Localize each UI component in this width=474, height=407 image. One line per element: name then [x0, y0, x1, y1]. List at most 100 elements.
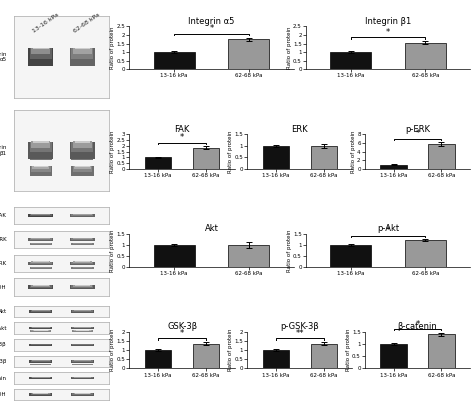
Bar: [31, 240, 50, 241]
Bar: [72, 214, 93, 216]
Text: Integrin
α5: Integrin α5: [0, 52, 7, 62]
Bar: [310, 146, 337, 169]
Text: *: *: [415, 319, 419, 329]
Bar: [73, 377, 91, 378]
Y-axis label: Ratio of protein: Ratio of protein: [110, 26, 115, 69]
Bar: [32, 345, 50, 346]
Bar: [70, 51, 95, 66]
Bar: [31, 142, 50, 148]
Bar: [73, 240, 92, 241]
Bar: [74, 244, 91, 245]
Bar: [310, 344, 337, 368]
Bar: [70, 214, 95, 217]
Bar: [30, 344, 51, 345]
Bar: [29, 377, 53, 379]
Bar: [72, 330, 93, 332]
Bar: [71, 243, 94, 244]
Bar: [72, 330, 93, 332]
Bar: [263, 350, 289, 368]
Text: GSK-3β: GSK-3β: [0, 342, 7, 347]
Bar: [31, 60, 50, 66]
Bar: [31, 261, 50, 263]
Bar: [428, 334, 455, 368]
Bar: [30, 215, 52, 217]
Bar: [73, 154, 92, 160]
Bar: [72, 364, 93, 365]
Bar: [71, 377, 94, 379]
Bar: [74, 173, 91, 176]
Bar: [30, 149, 52, 160]
Bar: [75, 175, 90, 176]
Title: ERK: ERK: [292, 125, 308, 133]
Bar: [74, 330, 91, 331]
Bar: [405, 240, 446, 267]
Bar: [73, 267, 92, 268]
Bar: [32, 377, 50, 378]
Bar: [32, 328, 50, 329]
Bar: [72, 361, 93, 363]
Bar: [32, 310, 50, 311]
Bar: [70, 238, 95, 241]
Bar: [74, 268, 91, 269]
Bar: [29, 311, 53, 313]
Text: p-ERK: p-ERK: [0, 261, 7, 266]
Bar: [72, 394, 93, 396]
Bar: [30, 330, 52, 332]
Bar: [32, 244, 49, 245]
Bar: [72, 215, 93, 217]
Bar: [330, 245, 371, 267]
Bar: [29, 360, 53, 362]
Bar: [145, 350, 171, 368]
Text: p-Akt: p-Akt: [0, 326, 7, 330]
Bar: [28, 51, 53, 66]
Bar: [31, 216, 50, 217]
Bar: [70, 262, 95, 265]
Bar: [30, 345, 51, 346]
Bar: [30, 55, 52, 66]
Bar: [228, 245, 269, 267]
Bar: [74, 48, 91, 49]
Bar: [74, 331, 91, 332]
Text: 62-68 kPa: 62-68 kPa: [73, 12, 101, 34]
Bar: [33, 65, 49, 66]
Bar: [73, 288, 92, 289]
Bar: [30, 214, 52, 216]
Bar: [72, 394, 93, 395]
Bar: [29, 344, 53, 346]
Bar: [73, 310, 91, 311]
Bar: [72, 377, 93, 378]
Bar: [72, 238, 93, 240]
Bar: [29, 166, 52, 175]
Bar: [31, 238, 50, 239]
Bar: [28, 214, 53, 217]
Y-axis label: Ratio of protein: Ratio of protein: [228, 130, 233, 173]
Bar: [381, 164, 407, 169]
Bar: [29, 167, 52, 176]
Bar: [31, 243, 51, 244]
Bar: [28, 142, 53, 157]
Title: p-ERK: p-ERK: [405, 125, 430, 133]
Bar: [73, 345, 91, 346]
Bar: [31, 364, 50, 365]
Bar: [428, 144, 455, 169]
Bar: [30, 310, 51, 312]
Bar: [73, 170, 92, 176]
Bar: [28, 238, 53, 241]
Bar: [32, 268, 49, 269]
Bar: [33, 158, 49, 160]
Bar: [29, 243, 52, 245]
Bar: [73, 261, 92, 263]
Bar: [28, 238, 53, 241]
Text: 13-16 kPa: 13-16 kPa: [32, 12, 60, 34]
Bar: [72, 378, 93, 379]
Bar: [30, 287, 52, 289]
Bar: [73, 166, 92, 172]
Bar: [72, 344, 93, 345]
Bar: [29, 243, 52, 244]
Bar: [31, 285, 50, 287]
Text: GAPDH: GAPDH: [0, 284, 7, 290]
Bar: [71, 394, 94, 396]
Bar: [72, 262, 93, 264]
Bar: [70, 144, 95, 159]
Bar: [145, 158, 171, 169]
